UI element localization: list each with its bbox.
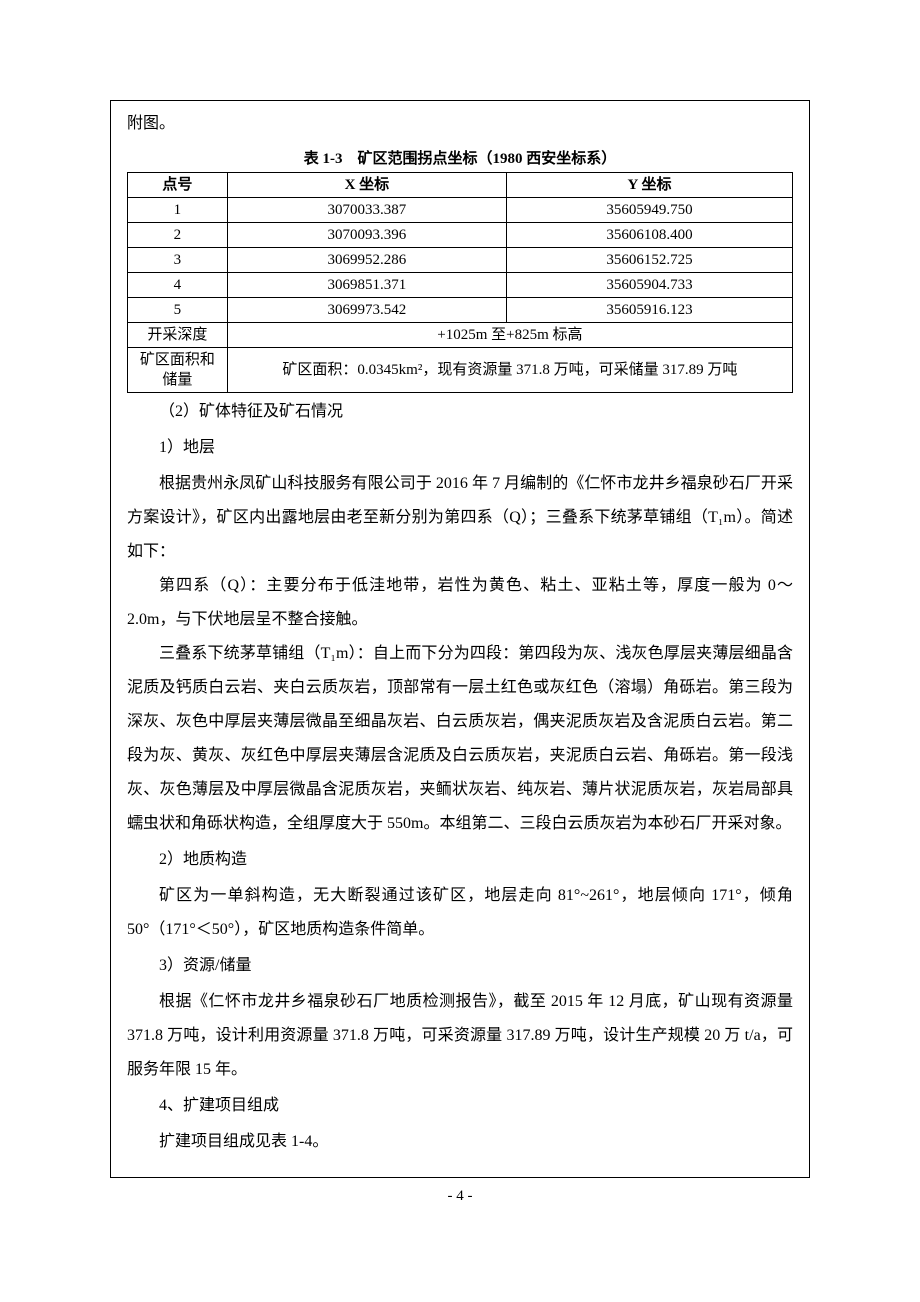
cell-y: 35605904.733 xyxy=(507,273,793,298)
table-row: 1 3070033.387 35605949.750 xyxy=(128,198,793,223)
cell-pt: 5 xyxy=(128,298,228,323)
para-1: 根据贵州永凤矿山科技服务有限公司于 2016 年 7 月编制的《仁怀市龙井乡福泉… xyxy=(127,467,793,569)
page-number: - 4 - xyxy=(110,1188,810,1205)
depth-value: +1025m 至+825m 标高 xyxy=(227,323,792,348)
cell-x: 3070093.396 xyxy=(227,223,506,248)
table-row: 3 3069952.286 35606152.725 xyxy=(128,248,793,273)
para-5: 根据《仁怀市龙井乡福泉砂石厂地质检测报告》，截至 2015 年 12 月底，矿山… xyxy=(127,985,793,1087)
para-3: 三叠系下统茅草铺组（T₁m）：自上而下分为四段：第四段为灰、浅灰色厚层夹薄层细晶… xyxy=(127,637,793,841)
content-frame: 附图。 表 1-3 矿区范围拐点坐标（1980 西安坐标系） 点号 X 坐标 Y… xyxy=(110,100,810,1178)
table-header-row: 点号 X 坐标 Y 坐标 xyxy=(128,173,793,198)
heading-4: 4、扩建项目组成 xyxy=(127,1089,793,1123)
cell-y: 35605916.123 xyxy=(507,298,793,323)
th-x: X 坐标 xyxy=(227,173,506,198)
table-1-3-caption: 表 1-3 矿区范围拐点坐标（1980 西安坐标系） xyxy=(127,147,793,168)
table-1-3: 点号 X 坐标 Y 坐标 1 3070033.387 35605949.750 … xyxy=(127,172,793,393)
document-page: 附图。 表 1-3 矿区范围拐点坐标（1980 西安坐标系） 点号 X 坐标 Y… xyxy=(0,0,920,1302)
cell-x: 3069952.286 xyxy=(227,248,506,273)
table-row-area: 矿区面积和储量 矿区面积：0.0345km²，现有资源量 371.8 万吨，可采… xyxy=(128,348,793,393)
th-y: Y 坐标 xyxy=(507,173,793,198)
heading-2-3: 3）资源/储量 xyxy=(127,949,793,983)
cell-y: 35606152.725 xyxy=(507,248,793,273)
para-2: 第四系（Q）：主要分布于低洼地带，岩性为黄色、粘土、亚粘土等，厚度一般为 0～2… xyxy=(127,569,793,637)
table-row: 5 3069973.542 35605916.123 xyxy=(128,298,793,323)
cell-y: 35605949.750 xyxy=(507,198,793,223)
cell-x: 3069851.371 xyxy=(227,273,506,298)
area-value: 矿区面积：0.0345km²，现有资源量 371.8 万吨，可采储量 317.8… xyxy=(227,348,792,393)
para-6: 扩建项目组成见表 1-4。 xyxy=(127,1125,793,1159)
cell-pt: 4 xyxy=(128,273,228,298)
heading-2: （2）矿体特征及矿石情况 xyxy=(127,395,793,429)
cell-y: 35606108.400 xyxy=(507,223,793,248)
table-row-depth: 开采深度 +1025m 至+825m 标高 xyxy=(128,323,793,348)
cell-x: 3069973.542 xyxy=(227,298,506,323)
th-point: 点号 xyxy=(128,173,228,198)
depth-label: 开采深度 xyxy=(128,323,228,348)
table-row: 2 3070093.396 35606108.400 xyxy=(128,223,793,248)
cell-pt: 1 xyxy=(128,198,228,223)
heading-2-2: 2）地质构造 xyxy=(127,843,793,877)
cell-x: 3070033.387 xyxy=(227,198,506,223)
table-row: 4 3069851.371 35605904.733 xyxy=(128,273,793,298)
para-4: 矿区为一单斜构造，无大断裂通过该矿区，地层走向 81°~261°，地层倾向 17… xyxy=(127,879,793,947)
cell-pt: 2 xyxy=(128,223,228,248)
cell-pt: 3 xyxy=(128,248,228,273)
area-label: 矿区面积和储量 xyxy=(128,348,228,393)
heading-2-1: 1）地层 xyxy=(127,431,793,465)
intro-line: 附图。 xyxy=(127,107,793,141)
